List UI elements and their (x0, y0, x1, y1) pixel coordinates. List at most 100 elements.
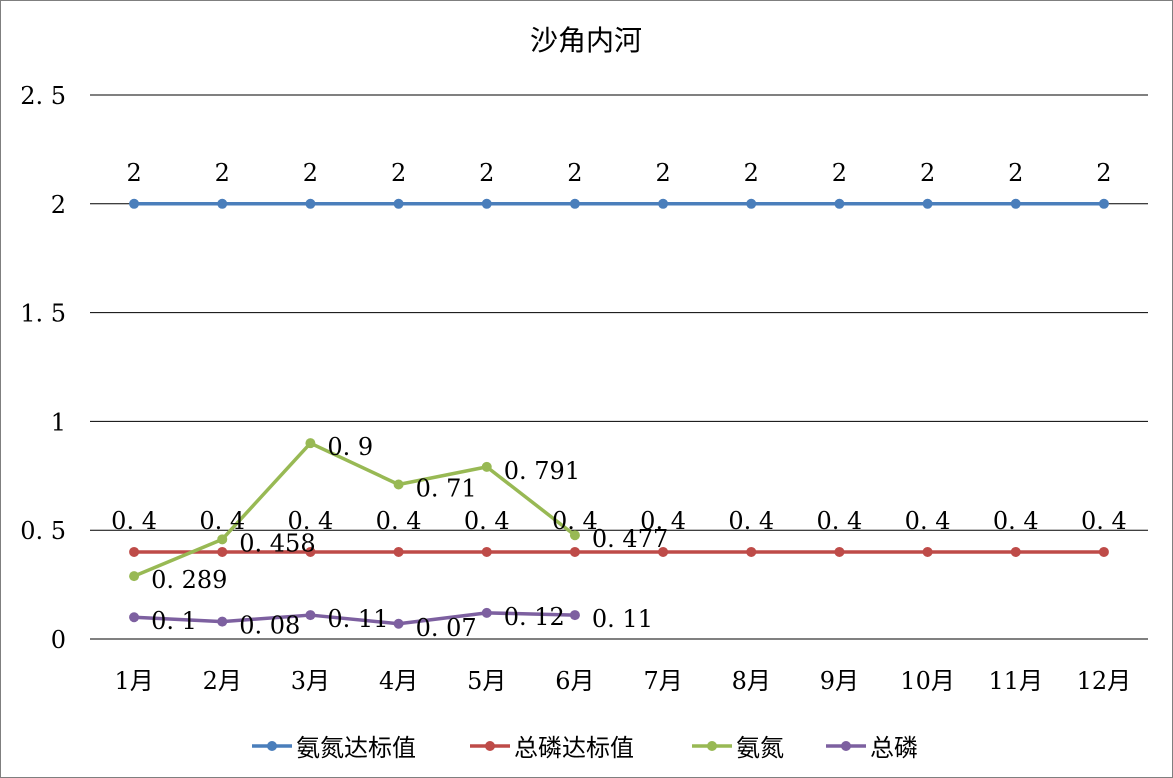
data-point (481, 461, 492, 472)
x-tick-label: 9月 (820, 667, 859, 695)
legend-marker-icon (841, 741, 851, 751)
data-point (129, 612, 140, 623)
data-point (217, 546, 228, 557)
data-label: 0. 4 (728, 507, 774, 535)
data-point (922, 198, 933, 209)
data-label: 0. 4 (993, 507, 1039, 535)
data-label: 0. 4 (905, 507, 951, 535)
x-tick-label: 4月 (379, 667, 418, 695)
legend-label: 总磷达标值 (514, 734, 634, 762)
data-point (217, 616, 228, 627)
y-tick-label: 2 (51, 191, 66, 219)
data-point (217, 198, 228, 209)
data-label: 0. 07 (416, 614, 477, 642)
data-point (393, 479, 404, 490)
gridlines (90, 94, 1148, 640)
data-point (1010, 198, 1021, 209)
legend: 氨氮达标值 总磷达标值 氨氮 总磷 (252, 734, 918, 762)
data-label: 2 (832, 159, 847, 187)
data-label: 2 (744, 159, 759, 187)
data-label: 0. 4 (111, 507, 157, 535)
data-point (129, 198, 140, 209)
legend-marker-icon (267, 741, 277, 751)
data-labels: 2 2 2 2 2 2 2 2 2 2 2 20. 4 0. 4 0. 4 0. 4 0. 4 0. 4 0. 4… (111, 159, 1127, 642)
data-point (569, 546, 580, 557)
data-point (834, 198, 845, 209)
x-tick-label: 2月 (203, 667, 242, 695)
data-point (305, 438, 316, 449)
data-label: 0. 289 (151, 566, 227, 594)
data-label: 2 (1096, 159, 1111, 187)
data-label: 2 (920, 159, 935, 187)
legend-marker-icon (485, 741, 495, 751)
x-axis-ticks: 1月 2月 3月 4月 5月 6月 7月 8月 9月 10月 11月 12月 (114, 667, 1131, 695)
legend-label: 氨氮达标值 (296, 734, 416, 762)
legend-marker-icon (707, 741, 717, 751)
x-tick-label: 3月 (291, 667, 330, 695)
data-point (129, 571, 140, 582)
data-point (746, 198, 757, 209)
data-point (393, 546, 404, 557)
data-label: 0. 9 (327, 433, 373, 461)
data-label: 0. 11 (592, 605, 653, 633)
data-point (481, 607, 492, 618)
y-tick-label: 1 (51, 408, 66, 436)
data-label: 0. 4 (464, 507, 510, 535)
data-label: 0. 477 (592, 525, 668, 553)
data-label: 0. 4 (552, 507, 598, 535)
y-tick-label: 0. 5 (20, 517, 66, 545)
y-tick-label: 1. 5 (20, 300, 66, 328)
data-point (129, 546, 140, 557)
legend-label: 总磷 (870, 734, 918, 762)
data-label: 0. 4 (376, 507, 422, 535)
data-point (305, 546, 316, 557)
data-label: 0. 08 (239, 612, 300, 640)
x-tick-label: 8月 (732, 667, 771, 695)
data-point (481, 198, 492, 209)
data-point (658, 546, 669, 557)
data-label: 0. 4 (199, 507, 245, 535)
data-label: 2 (303, 159, 318, 187)
data-point (658, 198, 669, 209)
data-label: 0. 458 (239, 529, 315, 557)
data-point (922, 546, 933, 557)
data-point (393, 198, 404, 209)
data-point (746, 546, 757, 557)
data-point (1010, 546, 1021, 557)
x-tick-label: 5月 (467, 667, 506, 695)
data-label: 0. 791 (504, 457, 580, 485)
chart-title: 沙角内河 (530, 24, 642, 57)
series-line-3 (133, 441, 576, 578)
data-label: 0. 4 (288, 507, 334, 535)
y-axis-ticks: 0 0. 5 1 1. 5 2 2. 5 (20, 82, 66, 654)
data-label: 0. 11 (327, 605, 388, 633)
data-label: 2 (479, 159, 494, 187)
y-tick-label: 0 (51, 626, 66, 654)
data-label: 2 (1008, 159, 1023, 187)
data-label: 2 (567, 159, 582, 187)
data-label: 0. 12 (504, 603, 565, 631)
data-point (217, 534, 228, 545)
x-tick-label: 12月 (1077, 667, 1132, 695)
data-label: 0. 4 (640, 507, 686, 535)
data-label: 0. 4 (1081, 507, 1127, 535)
data-point (393, 618, 404, 629)
data-label: 2 (126, 159, 141, 187)
data-label: 0. 71 (416, 475, 477, 503)
y-tick-label: 2. 5 (20, 82, 66, 110)
data-label: 2 (391, 159, 406, 187)
data-point (481, 546, 492, 557)
data-point (569, 198, 580, 209)
data-point (305, 610, 316, 621)
series-line-4 (133, 611, 575, 626)
series-group (129, 198, 1109, 629)
x-tick-label: 11月 (988, 667, 1043, 695)
x-tick-label: 10月 (900, 667, 955, 695)
data-point (569, 530, 580, 541)
data-point (1098, 546, 1109, 557)
data-point (305, 198, 316, 209)
x-tick-label: 1月 (114, 667, 153, 695)
data-label: 0. 1 (151, 607, 197, 635)
